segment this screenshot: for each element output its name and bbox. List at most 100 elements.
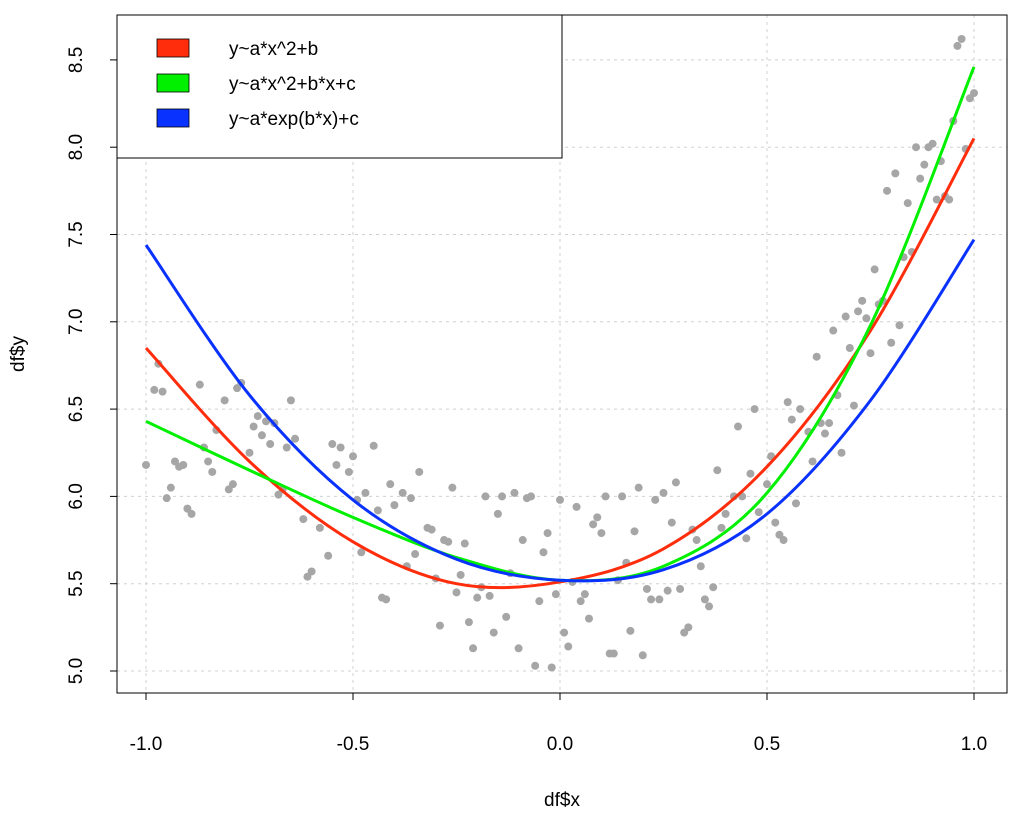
data-point [791,499,800,508]
data-point [609,649,618,658]
data-point [150,385,159,394]
data-point [928,139,937,148]
data-point [460,539,469,548]
data-point [398,488,407,497]
data-point [841,312,850,321]
data-point [717,523,726,532]
data-point [543,529,552,538]
data-point [618,492,627,501]
data-point [464,618,473,627]
data-point [166,483,175,492]
data-point [444,537,453,546]
data-point [779,536,788,545]
data-point [849,401,858,410]
legend-swatch [156,108,190,128]
legend-label: y~a*exp(b*x)+c [229,109,359,130]
data-point [883,186,892,195]
data-point [299,515,308,524]
data-point [249,422,258,431]
data-point [684,623,693,632]
data-point [485,591,494,600]
y-tick-label: 5.0 [66,658,87,684]
data-point [796,405,805,414]
y-tick-label: 6.0 [66,483,87,509]
data-point [812,352,821,361]
data-point [535,597,544,606]
data-point [597,529,606,538]
data-point [307,567,316,576]
data-point [651,495,660,504]
y-axis-label: df$y [8,336,29,372]
data-point [539,548,548,557]
data-point [361,488,370,497]
data-point [854,307,863,316]
data-point [655,595,664,604]
data-point [750,405,759,414]
data-point [427,525,436,534]
data-point [556,495,564,504]
data-point [659,488,668,497]
x-axis-label: df$x [544,790,580,811]
data-point [638,651,647,660]
x-tick-label: -1.0 [130,734,163,755]
data-point [228,480,237,489]
legend-box [116,14,563,159]
legend-swatch [156,38,190,58]
data-point [456,570,465,579]
data-point [945,195,954,204]
data-point [564,642,573,651]
data-point [870,265,879,274]
data-point [551,590,560,599]
x-tick-label: -0.5 [337,734,370,755]
data-point [324,551,333,560]
data-point [783,398,792,407]
data-point [845,343,854,352]
data-point [498,492,507,501]
y-axis: 5.0 5.5 6.0 6.5 7.0 7.5 8.0 8.5 [66,47,117,684]
data-point [349,452,357,461]
data-point [481,492,490,501]
data-point [858,296,867,305]
data-point [510,488,519,497]
data-point [837,448,846,457]
data-point [721,509,730,518]
data-point [336,443,345,452]
legend-swatch [156,73,190,93]
data-point [692,536,701,545]
data-point [435,621,444,630]
y-tick-label: 8.0 [66,134,87,160]
data-point [787,415,796,424]
data-point [734,422,743,431]
fit-lines [144,66,976,590]
x-tick-label: 0.0 [547,734,573,755]
data-point [493,509,502,518]
data-point [763,480,771,489]
data-point [903,199,912,208]
data-point [663,586,672,595]
data-point [386,480,395,489]
data-point [705,602,714,611]
data-point [220,396,229,405]
x-tick-label: 1.0 [961,734,987,755]
data-point [527,492,536,501]
data-point [489,628,498,637]
data-point [382,595,391,604]
data-point [266,440,275,449]
data-point [709,583,718,592]
data-point [344,467,353,476]
data-point [953,41,962,50]
legend: y~a*x^2+b y~a*x^2+b*x+c y~a*exp(b*x)+c [116,14,563,159]
data-point [820,429,829,438]
data-point [357,548,366,557]
data-point [282,443,291,452]
data-point [531,661,540,670]
data-point [647,595,656,604]
data-point [667,518,676,527]
data-point [920,160,929,169]
data-point [808,457,817,466]
data-point [895,321,904,330]
data-point [332,460,341,469]
data-point [162,494,171,503]
data-point [912,143,921,152]
data-point [158,387,167,396]
